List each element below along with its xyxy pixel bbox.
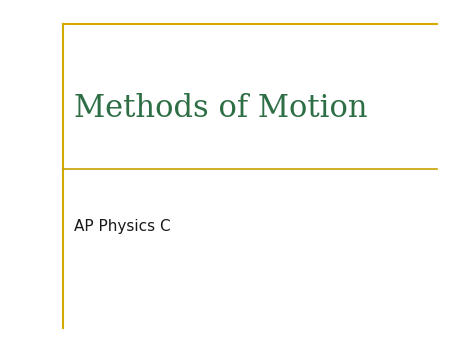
Text: Methods of Motion: Methods of Motion [74, 93, 368, 124]
Text: AP Physics C: AP Physics C [74, 219, 171, 234]
